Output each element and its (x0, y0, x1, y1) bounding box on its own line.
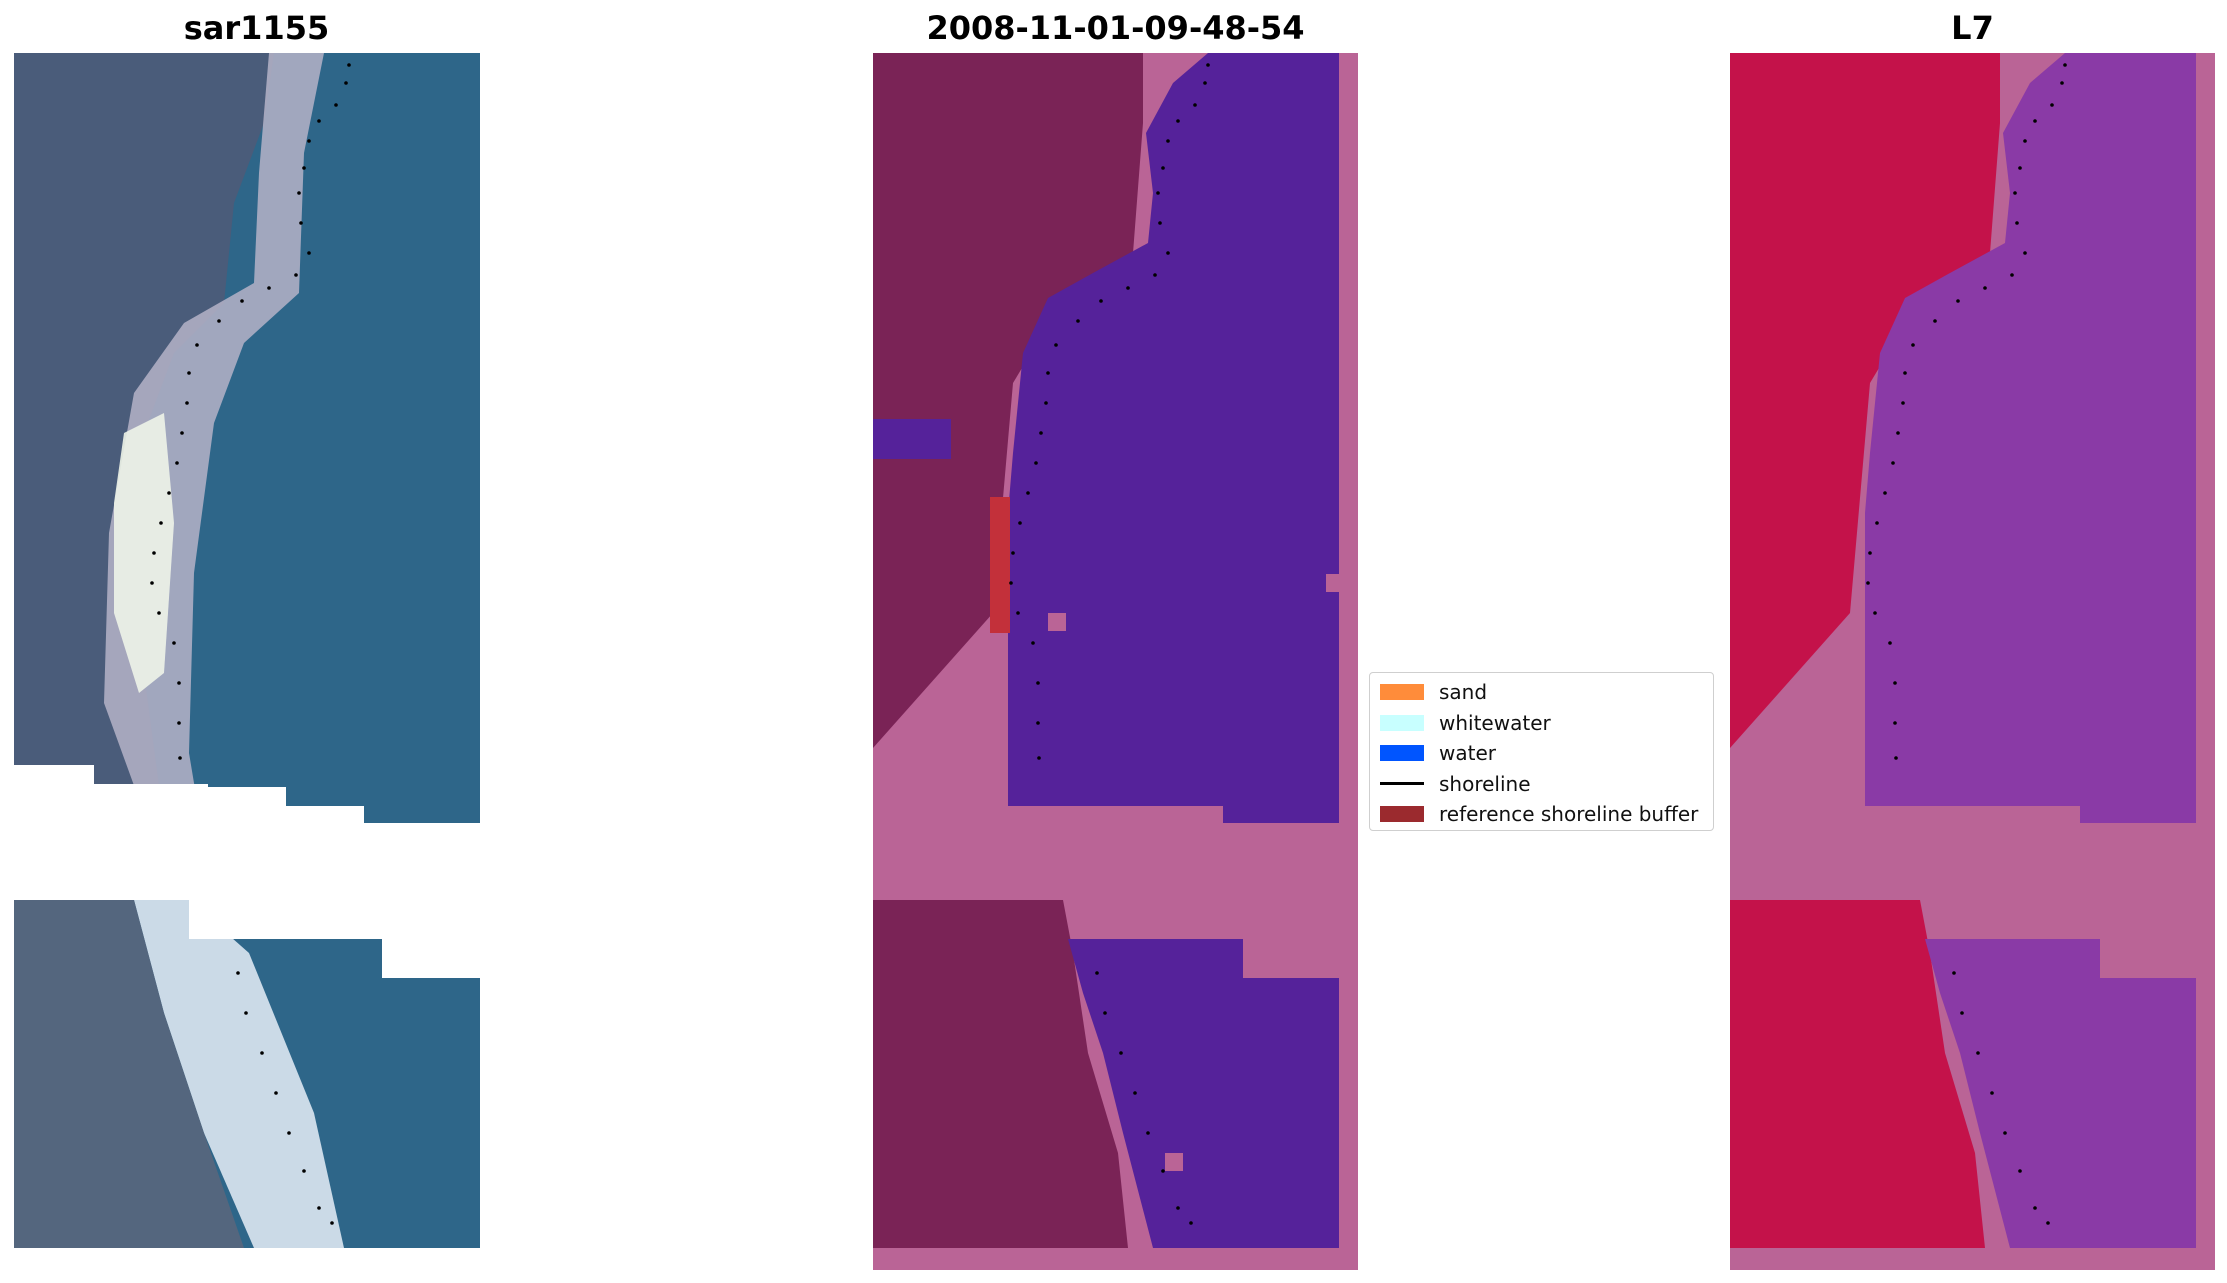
legend-swatch-reference-buffer (1380, 806, 1424, 823)
classified-nodata-patch-2 (1048, 613, 1066, 631)
classified-land-area (873, 53, 1143, 748)
index-right-strip (2196, 53, 2215, 1270)
index-shoreline (1866, 63, 2067, 1225)
classified-water-area-lower (1068, 939, 1339, 1248)
legend-item-whitewater: whitewater (1380, 708, 1703, 739)
index-image-panel (1730, 53, 2215, 1270)
rgb-land-lower (14, 900, 244, 1248)
legend-swatch-sand (1380, 684, 1424, 701)
legend-label-reference-buffer: reference shoreline buffer (1439, 802, 1699, 827)
rgb-image-panel (14, 53, 480, 1248)
rgb-shoreline (150, 63, 351, 1225)
rgb-bright-sand (114, 413, 174, 693)
legend-item-shoreline: shoreline (1380, 769, 1703, 800)
legend-swatch-whitewater (1380, 714, 1424, 731)
legend-swatch-water (1380, 745, 1424, 762)
classified-land-area-lower (873, 900, 1128, 1248)
legend-item-water: water (1380, 738, 1703, 769)
panel-title-rgb: sar1155 (183, 9, 330, 47)
classified-right-strip (1339, 53, 1358, 1270)
legend-label-water: water (1439, 741, 1496, 766)
index-land-area (1730, 53, 2000, 748)
legend-label-shoreline: shoreline (1439, 771, 1531, 796)
rgb-land-area (14, 53, 274, 823)
legend-item-reference-buffer: reference shoreline buffer (1380, 799, 1703, 830)
classified-water-area (1008, 53, 1339, 823)
reference-shoreline-buffer-patch (990, 497, 1010, 633)
classified-water-patch (873, 419, 951, 459)
index-land-area-lower (1730, 900, 1985, 1248)
classified-nodata-patch-3 (1165, 1153, 1183, 1171)
classified-image-panel (873, 53, 1358, 1270)
index-water-area (1865, 53, 2196, 823)
legend-label-whitewater: whitewater (1439, 710, 1551, 735)
classified-shoreline (1009, 63, 1210, 1225)
index-water-area-lower (1925, 939, 2196, 1248)
panel-title-classified: 2008-11-01-09-48-54 (926, 9, 1305, 47)
rgb-beach-band-lower (134, 900, 344, 1248)
legend-item-sand: sand (1380, 677, 1703, 708)
legend-line-shoreline (1380, 782, 1424, 786)
panel-title-index: L7 (1951, 9, 1994, 47)
legend-label-sand: sand (1439, 680, 1488, 705)
legend: sand whitewater water shoreline referenc… (1369, 672, 1714, 831)
